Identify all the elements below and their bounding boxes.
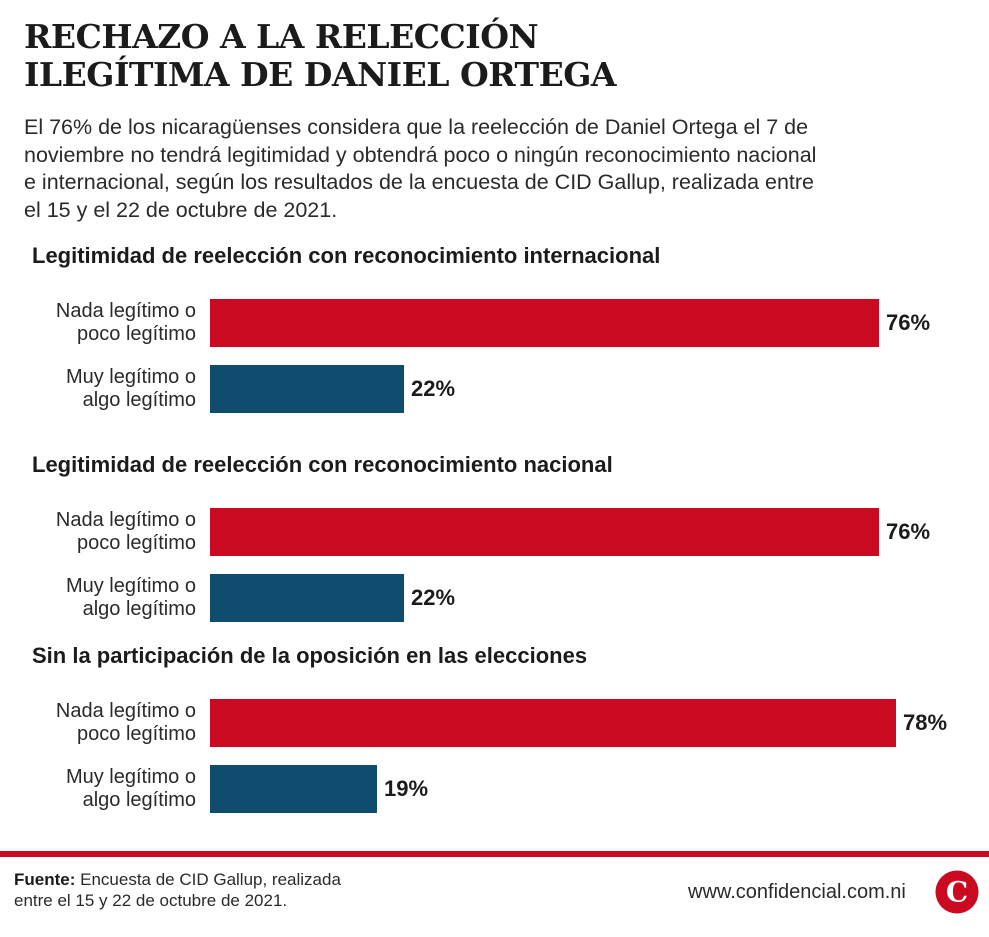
title-line-2: ILEGÍTIMA DE DANIEL ORTEGA bbox=[24, 55, 617, 94]
category-label: Muy legítimo o algo legítimo bbox=[0, 366, 196, 412]
confidencial-logo-icon: C bbox=[935, 870, 979, 914]
intro-line-2: noviembre no tendrá legitimidad y obtend… bbox=[24, 142, 817, 167]
data-label: 76% bbox=[886, 310, 931, 335]
category-label: Nada legítimo o poco legítimo bbox=[0, 700, 196, 746]
source-note: Fuente: Encuesta de CID Gallup, realizad… bbox=[14, 869, 341, 911]
data-label: 76% bbox=[886, 519, 931, 544]
category-label-line: poco legítimo bbox=[77, 723, 196, 745]
bar bbox=[210, 765, 377, 813]
data-label: 19% bbox=[384, 776, 429, 801]
page-title: RECHAZO A LA RELECCIÓN ILEGÍTIMA DE DANI… bbox=[24, 18, 964, 94]
bar bbox=[210, 365, 404, 413]
intro-line-3: e internacional, según los resultados de… bbox=[24, 170, 815, 194]
category-label-line: poco legítimo bbox=[77, 532, 196, 554]
chart-section-title: Legitimidad de reelección con reconocimi… bbox=[32, 452, 613, 477]
category-label-line: Nada legítimo o bbox=[55, 509, 196, 531]
source-line-2: entre el 15 y 22 de octubre de 2021. bbox=[14, 891, 288, 910]
bar bbox=[210, 508, 879, 556]
intro-line-4: el 15 y el 22 de octubre de 2021. bbox=[24, 197, 338, 222]
data-label: 22% bbox=[411, 585, 456, 610]
category-label-line: algo legítimo bbox=[82, 789, 196, 811]
bar bbox=[210, 574, 404, 622]
title-line-1: RECHAZO A LA RELECCIÓN bbox=[24, 17, 539, 56]
category-label-line: Muy legítimo o bbox=[65, 366, 196, 388]
source-text-1: Encuesta de CID Gallup, realizada bbox=[75, 870, 341, 889]
chart-section-title: Sin la participación de la oposición en … bbox=[32, 643, 588, 668]
footer-divider bbox=[0, 851, 989, 857]
category-label-line: Nada legítimo o bbox=[55, 700, 196, 722]
category-label: Nada legítimo o poco legítimo bbox=[0, 509, 196, 555]
chart-section-title: Legitimidad de reelección con reconocimi… bbox=[32, 243, 661, 268]
bar bbox=[210, 299, 879, 347]
website-link[interactable]: www.confidencial.com.ni bbox=[688, 881, 906, 903]
category-label-line: poco legítimo bbox=[77, 323, 196, 345]
category-label-line: algo legítimo bbox=[82, 389, 196, 411]
category-label: Muy legítimo o algo legítimo bbox=[0, 575, 196, 621]
data-label: 22% bbox=[411, 376, 456, 401]
category-label-line: Muy legítimo o bbox=[65, 766, 196, 788]
category-label: Muy legítimo o algo legítimo bbox=[0, 766, 196, 812]
category-label-line: algo legítimo bbox=[82, 598, 196, 620]
category-label: Nada legítimo o poco legítimo bbox=[0, 300, 196, 346]
source-line-1: Fuente: Encuesta de CID Gallup, realizad… bbox=[14, 869, 341, 890]
source-label: Fuente: bbox=[14, 870, 76, 889]
data-label: 78% bbox=[903, 710, 948, 735]
category-label-line: Muy legítimo o bbox=[65, 575, 196, 597]
intro-paragraph: El 76% de los nicaragüenses considera qu… bbox=[24, 114, 924, 224]
intro-line-1: El 76% de los nicaragüenses considera qu… bbox=[24, 115, 809, 139]
bar bbox=[210, 699, 896, 747]
category-label-line: Nada legítimo o bbox=[55, 300, 196, 322]
logo-letter: C bbox=[946, 876, 968, 909]
